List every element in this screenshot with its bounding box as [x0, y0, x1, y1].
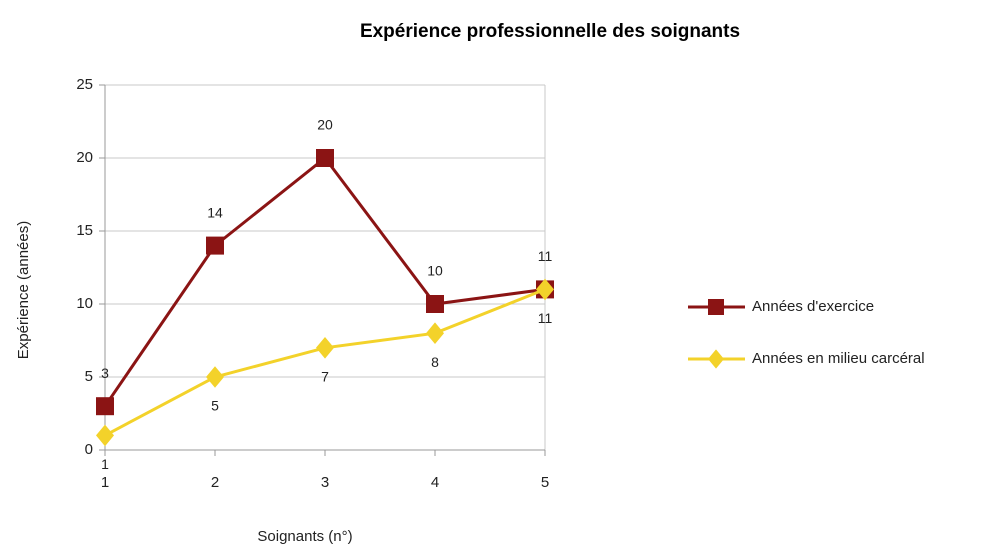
y-tick-label: 20 [76, 149, 93, 166]
marker [708, 299, 724, 315]
marker [316, 337, 334, 359]
marker [536, 278, 554, 301]
y-tick-label: 25 [76, 76, 93, 93]
data-label: 1 [101, 456, 109, 472]
data-label: 10 [427, 263, 443, 279]
marker [96, 424, 114, 447]
data-label: 11 [538, 248, 553, 264]
y-tick-label: 5 [85, 368, 93, 385]
x-axis-label: Soignants (n°) [257, 528, 352, 545]
x-tick-label: 5 [541, 474, 549, 491]
data-label: 20 [317, 117, 333, 133]
y-tick-label: 0 [85, 441, 93, 458]
data-label: 14 [207, 204, 223, 220]
marker [316, 149, 334, 167]
legend-label: Années d'exercice [752, 298, 874, 315]
x-tick-label: 2 [211, 474, 219, 491]
marker [206, 236, 224, 255]
marker [708, 349, 724, 369]
marker [426, 322, 444, 344]
data-label: 7 [321, 369, 329, 385]
data-label: 5 [211, 398, 219, 414]
x-tick-label: 1 [101, 474, 109, 491]
marker [96, 397, 114, 416]
data-label: 11 [538, 310, 553, 326]
y-tick-label: 15 [76, 222, 93, 239]
marker [426, 295, 444, 313]
x-tick-label: 4 [431, 474, 439, 491]
marker [206, 366, 224, 388]
chart-title: Expérience professionnelle des soignants [360, 21, 740, 42]
legend-label: Années en milieu carcéral [752, 350, 925, 367]
data-label: 8 [431, 354, 439, 370]
data-label: 3 [101, 365, 109, 381]
x-tick-label: 3 [321, 474, 329, 491]
y-axis-label: Expérience (années) [15, 221, 32, 359]
y-tick-label: 10 [76, 295, 93, 312]
